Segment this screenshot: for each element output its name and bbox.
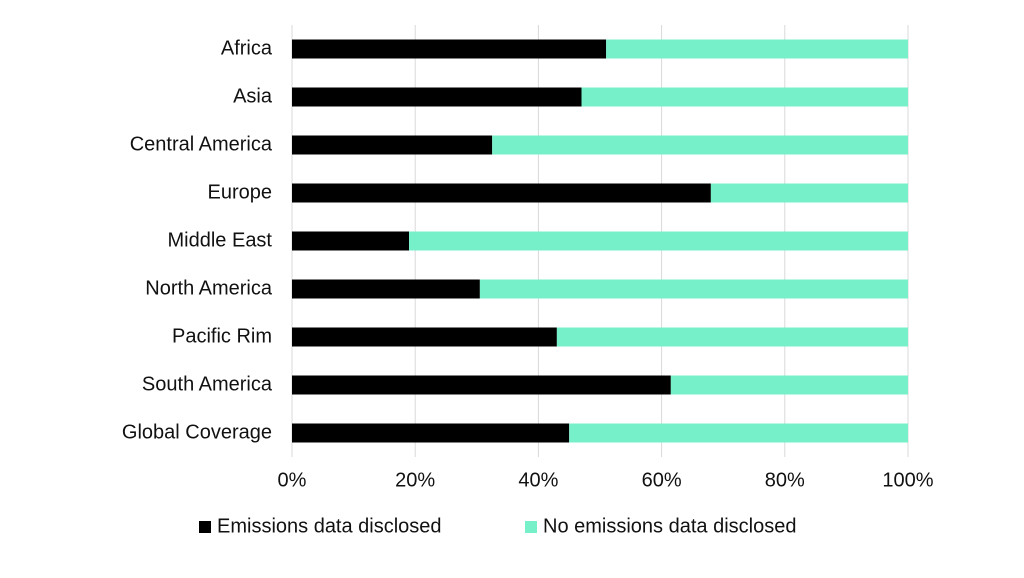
y-tick-label: North America (145, 277, 273, 299)
bar-segment (292, 135, 493, 155)
x-tick-label: 40% (518, 469, 558, 491)
bar-segment (409, 231, 908, 251)
bar-segment (479, 279, 908, 299)
x-tick-label: 0% (278, 469, 307, 491)
bar-segment (292, 279, 480, 299)
legend-label: No emissions data disclosed (543, 515, 796, 537)
legend-label: Emissions data disclosed (217, 515, 442, 537)
bar-segment (292, 183, 711, 203)
y-tick-label: South America (142, 373, 273, 395)
bar-segment (292, 87, 582, 107)
y-tick-label: Central America (130, 133, 273, 155)
bar-segment (492, 135, 908, 155)
bar-segment (581, 87, 908, 107)
bar-segment (670, 375, 908, 395)
legend-swatch (525, 521, 537, 533)
y-tick-label: Middle East (168, 229, 273, 251)
legend-swatch (199, 521, 211, 533)
bar-segment (292, 39, 607, 59)
y-tick-label: Europe (208, 181, 273, 203)
x-tick-label: 100% (882, 469, 933, 491)
bar-segment (556, 327, 908, 347)
x-tick-label: 80% (765, 469, 805, 491)
bar-segment (292, 327, 557, 347)
bar-segment (569, 423, 908, 443)
bar-segment (292, 375, 671, 395)
y-tick-label: Pacific Rim (172, 325, 272, 347)
x-tick-label: 20% (395, 469, 435, 491)
bar-segment (710, 183, 908, 203)
bar-segment (292, 231, 410, 251)
y-tick-label: Global Coverage (122, 421, 272, 443)
bar-segment (292, 423, 570, 443)
x-tick-label: 60% (642, 469, 682, 491)
y-tick-label: Asia (233, 85, 273, 107)
y-tick-label: Africa (221, 37, 273, 59)
bar-segment (606, 39, 908, 59)
